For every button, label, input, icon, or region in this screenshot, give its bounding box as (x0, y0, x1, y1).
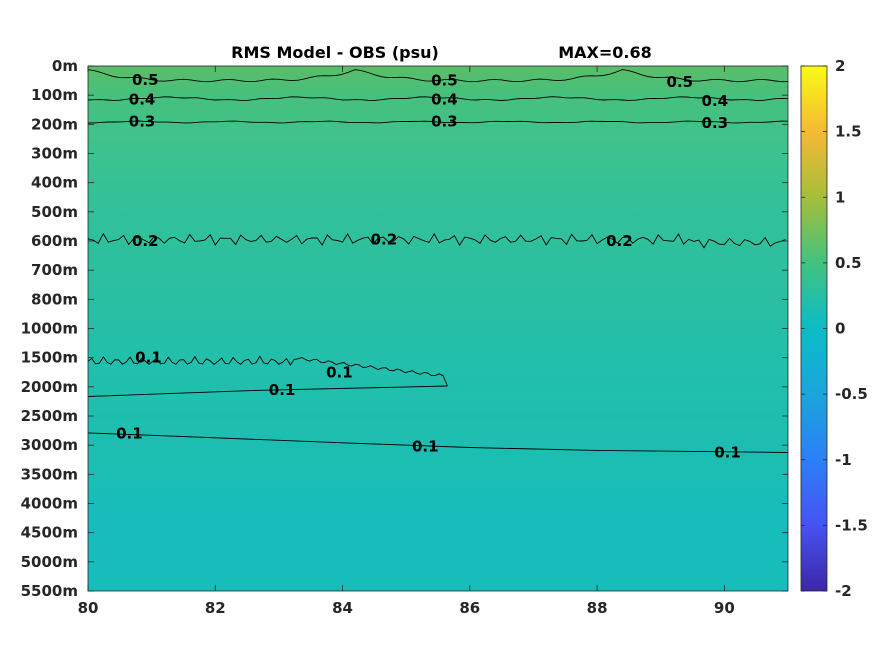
axes: 80 82 84 86 88 90 0m 100m 200m 300m 400m 500m 600m 70… (21, 57, 789, 617)
colorbar-tick-label: 2 (835, 57, 845, 75)
y-tick-label: 500m (31, 203, 78, 221)
colorbar-tick-label: -1 (835, 451, 852, 469)
colorbar: 2 1.5 1 0.5 0 -0.5 -1 -1.5 -2 (800, 57, 868, 600)
contour-label-2: 0.5 (667, 73, 694, 91)
contour-label-10: 0.2 (371, 231, 398, 249)
y-tick-label: 300m (31, 145, 78, 163)
x-tick-label: 84 (332, 599, 353, 617)
contour-0.3 (88, 120, 788, 124)
colorbar-tick-label: -2 (835, 582, 852, 600)
y-tick-label: 5000m (21, 553, 78, 571)
y-tick-label: 100m (31, 86, 78, 104)
contour-0.5 (88, 69, 788, 83)
contour-label-11: 0.2 (606, 232, 633, 250)
y-tick-label: 2500m (21, 407, 78, 425)
contour-label-14: 0.1 (269, 381, 296, 399)
contour-label-4: 0.4 (431, 91, 458, 109)
plot-area: 0.5 0.5 0.50.4 0.4 0.40.3 0.3 0.30.2 0.2 0.20.10… (21, 57, 789, 617)
x-tick-label: 80 (78, 599, 99, 617)
colorbar-tick-label: 1 (835, 188, 845, 206)
colorbar-tick-label: 0.5 (835, 254, 862, 272)
contour-label-12: 0.1 (135, 349, 162, 367)
contour-0.4 (88, 96, 788, 101)
contour-0.1-middle (88, 385, 448, 397)
contour-label-15: 0.1 (116, 425, 143, 443)
x-tick-label: 90 (714, 599, 735, 617)
contour-label-1: 0.5 (431, 72, 458, 90)
y-tick-label: 4500m (21, 524, 78, 542)
colorbar-scale (800, 65, 828, 592)
x-tick-label: 86 (459, 599, 480, 617)
y-tick-label: 400m (31, 174, 78, 192)
contour-lines (88, 69, 788, 453)
contour-label-3: 0.4 (129, 91, 156, 109)
y-tick-label: 700m (31, 261, 78, 279)
x-tick-label: 82 (205, 599, 226, 617)
y-tick-label: 600m (31, 232, 78, 250)
y-tick-label: 4000m (21, 495, 78, 513)
contour-0.2 (88, 232, 786, 249)
y-tick-label: 3000m (21, 436, 78, 454)
colorbar-ticks: 2 1.5 1 0.5 0 -0.5 -1 -1.5 -2 (801, 57, 868, 600)
contour-label-17: 0.1 (714, 443, 741, 461)
y-tick-label: 2000m (21, 378, 78, 396)
contour-label-6: 0.3 (129, 112, 156, 130)
colorbar-tick-label: -1.5 (835, 516, 868, 534)
contour-label-16: 0.1 (412, 438, 439, 456)
y-tick-label: 3500m (21, 465, 78, 483)
y-tick-label: 1500m (21, 349, 78, 367)
contour-label-0: 0.5 (132, 71, 159, 89)
contour-0.1-upper (88, 355, 448, 387)
colorbar-tick-label: 0 (835, 320, 845, 338)
colorbar-tick-label: 1.5 (835, 123, 862, 141)
contour-label-7: 0.3 (431, 112, 458, 130)
x-tick-label: 88 (587, 599, 608, 617)
y-tick-label: 1000m (21, 320, 78, 338)
contour-label-13: 0.1 (326, 363, 353, 381)
deep-water-band (88, 494, 788, 591)
y-tick-label: 0m (52, 57, 78, 75)
y-tick-label: 800m (31, 290, 78, 308)
contour-0.1-lower (88, 432, 788, 453)
contour-label-9: 0.2 (132, 232, 159, 250)
y-tick-label: 200m (31, 115, 78, 133)
contour-labels: 0.5 0.5 0.50.4 0.4 0.40.3 0.3 0.30.2 0.2 0.20.10… (116, 71, 741, 461)
contour-label-8: 0.3 (702, 114, 729, 132)
colorbar-tick-label: -0.5 (835, 385, 868, 403)
y-tick-label: 5500m (21, 582, 78, 600)
chart-title: RMS Model - OBS (psu) (231, 43, 439, 62)
contour-label-5: 0.4 (702, 92, 729, 110)
max-annotation: MAX=0.68 (558, 43, 652, 62)
